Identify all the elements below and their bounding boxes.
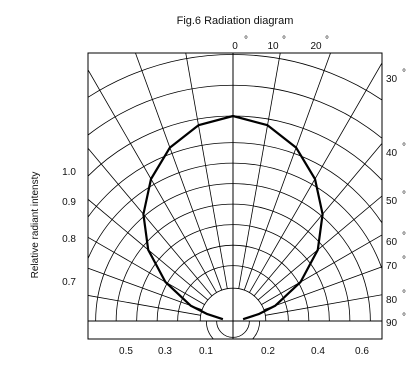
- bottom-tick-label-right: 0.2: [261, 346, 275, 357]
- bottom-tick-label-left: 0.1: [199, 346, 213, 357]
- degree-symbol: °: [282, 35, 286, 46]
- angle-tick-label: 70: [386, 261, 398, 272]
- degree-symbol: °: [402, 142, 406, 153]
- grid-radial-line: [249, 62, 382, 293]
- grid-radial-line: [88, 147, 213, 297]
- grid-ring: [199, 287, 267, 322]
- grid-radial-line: [265, 294, 382, 316]
- radius-tick-label: 0.8: [62, 234, 76, 245]
- chart-title: Fig.6 Radiation diagram: [177, 15, 294, 27]
- grid-radial-line: [135, 53, 223, 291]
- bottom-tick-label-left: 0.3: [158, 346, 172, 357]
- grid-ring: [88, 162, 382, 271]
- angle-tick-label: 50: [386, 196, 398, 207]
- angle-tick-label: 10: [267, 41, 279, 52]
- grid-radial-line: [238, 53, 281, 289]
- angle-tick-label: 80: [386, 295, 398, 306]
- grid-radial-line: [253, 142, 382, 297]
- grid-radial-line: [88, 198, 209, 301]
- grid-radial-line: [88, 236, 205, 305]
- grid-radial-line: [185, 53, 228, 289]
- grid-radial-line: [243, 53, 331, 291]
- grid-radial-line: [88, 69, 217, 293]
- radiation-pattern-curve: [142, 114, 324, 321]
- grid-ring: [95, 183, 371, 322]
- grid: [88, 53, 382, 339]
- grid-ring: [156, 244, 310, 322]
- bottom-tick-label-right: 0.4: [311, 346, 325, 357]
- degree-symbol: °: [402, 255, 406, 266]
- grid-ring: [88, 54, 382, 101]
- grid-ring: [136, 224, 330, 322]
- pattern-group: [142, 114, 324, 321]
- grid-radial-line: [88, 295, 201, 316]
- angle-tick-label: 30: [386, 74, 398, 85]
- plot-area: [87, 52, 383, 340]
- degree-symbol: °: [244, 35, 248, 46]
- angle-tick-label: 40: [386, 148, 398, 159]
- degree-symbol: °: [325, 35, 329, 46]
- tick-labels: 0°10°20°30°40°50°60°70°80°90°1.00.90.80.…: [62, 35, 406, 357]
- angle-tick-label: 0: [232, 41, 238, 52]
- bottom-tick-label-left: 0.5: [119, 346, 133, 357]
- degree-symbol: °: [402, 68, 406, 79]
- angle-tick-label: 20: [310, 41, 322, 52]
- radius-tick-label: 0.9: [62, 197, 76, 208]
- bottom-tick-label-right: 0.6: [355, 346, 369, 357]
- degree-symbol: °: [402, 231, 406, 242]
- angle-tick-label: 90: [386, 318, 398, 329]
- grid-radial-line: [88, 267, 203, 311]
- grid-lower-arc: [216, 320, 250, 338]
- degree-symbol: °: [402, 190, 406, 201]
- grid-ring: [88, 84, 382, 139]
- y-axis-label: Relative radiant intensty: [30, 172, 41, 279]
- grid-lower-arc: [205, 320, 261, 339]
- grid-ring: [177, 265, 289, 322]
- degree-symbol: °: [402, 312, 406, 323]
- grid-radial-line: [257, 195, 382, 301]
- radius-tick-label: 0.7: [62, 277, 76, 288]
- grid-ring: [115, 203, 351, 322]
- radius-tick-label: 1.0: [62, 167, 76, 178]
- angle-tick-label: 60: [386, 237, 398, 248]
- grid-radial-line: [261, 234, 382, 305]
- grid-radial-line: [263, 266, 382, 311]
- degree-symbol: °: [402, 289, 406, 300]
- grid-ring: [88, 142, 382, 224]
